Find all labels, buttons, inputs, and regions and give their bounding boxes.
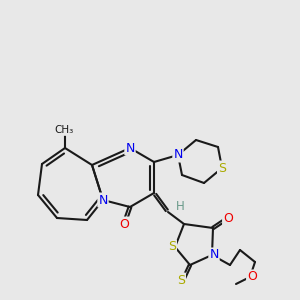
Text: N: N — [98, 194, 108, 206]
Text: O: O — [119, 218, 129, 230]
Text: S: S — [168, 241, 176, 254]
Text: S: S — [218, 161, 226, 175]
Text: O: O — [223, 212, 233, 224]
Text: S: S — [177, 274, 185, 286]
Text: N: N — [125, 142, 135, 154]
Text: H: H — [176, 200, 184, 214]
Text: O: O — [247, 271, 257, 284]
Text: N: N — [209, 248, 219, 262]
Text: N: N — [173, 148, 183, 161]
Text: CH₃: CH₃ — [54, 125, 74, 135]
